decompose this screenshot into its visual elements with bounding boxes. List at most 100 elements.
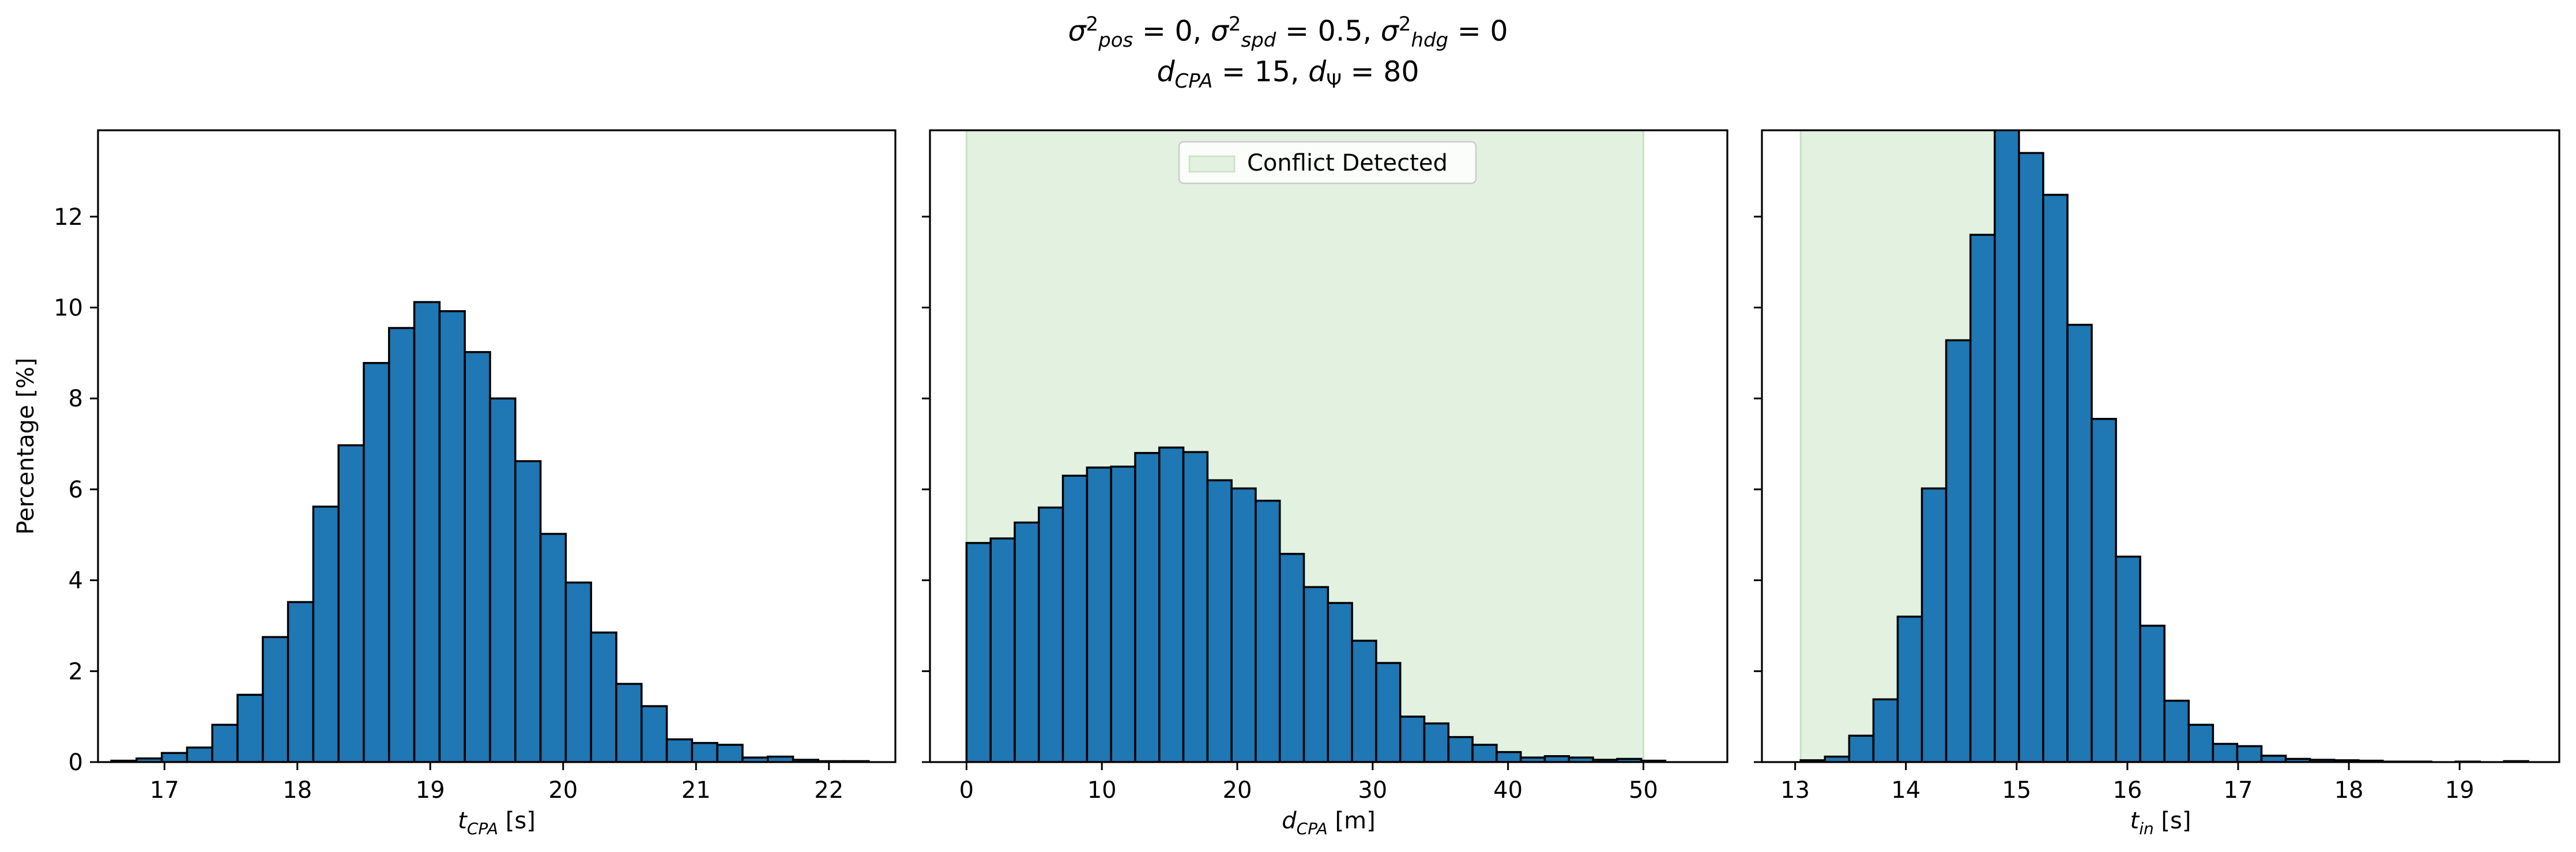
histogram-bar (262, 636, 289, 762)
histogram-bar (388, 327, 416, 762)
histogram-bar (2212, 742, 2239, 762)
histogram-bar (539, 533, 567, 762)
histogram-bar (1399, 715, 1426, 762)
histogram-bar (1848, 734, 1875, 762)
histogram-bar (691, 742, 718, 762)
x-tick-label: 20 (548, 777, 578, 804)
histogram-bar (1086, 466, 1112, 762)
sigma-hdg-value: 0 (1490, 14, 1508, 48)
histogram-bar (1014, 521, 1040, 762)
x-tick-label: 30 (1358, 777, 1387, 804)
y-axis-label: Percentage [%] (13, 358, 39, 535)
axes-frame (929, 129, 1728, 763)
histogram-bar (1327, 602, 1353, 762)
histogram-bar (1110, 465, 1136, 762)
histogram-bar (2139, 624, 2166, 762)
histogram-bar (989, 537, 1016, 762)
histogram-bar (489, 397, 517, 762)
histogram-bar (160, 752, 189, 762)
x-tick-label: 18 (2334, 777, 2364, 804)
histogram-bar (716, 744, 744, 762)
histogram-bar (186, 747, 213, 762)
histogram-bar (965, 542, 992, 762)
histogram-bar (2042, 194, 2069, 762)
histogram-bar (2018, 152, 2044, 762)
legend-label: Conflict Detected (1247, 150, 1448, 176)
y-tick-label: 12 (54, 204, 83, 231)
d-psi-value: 80 (1383, 55, 1419, 88)
y-tick-label: 6 (69, 477, 83, 503)
figure-suptitle-line-2: dCPA = 15, dΨ = 80 (1157, 55, 1419, 93)
x-tick-label: 15 (2002, 777, 2031, 804)
x-tick-label: 40 (1493, 777, 1523, 804)
chart-panel-2: 0 10 20 30 40 50 dCPA [m] Conflict Detected (922, 129, 1728, 838)
sigma-pos-value: 0 (1174, 14, 1193, 48)
histogram-bars (1799, 130, 2529, 762)
histogram-bar (2187, 723, 2215, 762)
histogram-bar (1471, 744, 1498, 762)
histogram-bar (312, 506, 340, 762)
x-tick-label: 10 (1087, 777, 1117, 804)
histogram-bar (1278, 553, 1305, 762)
histogram-bar (1994, 130, 2020, 762)
histogram-bar (514, 460, 542, 762)
sigma-spd-value: 0.5 (1317, 14, 1363, 48)
histogram-bar (1920, 487, 1948, 762)
histogram-bar (438, 310, 466, 762)
x-tick-label: 0 (959, 777, 974, 804)
legend-swatch (1188, 155, 1236, 173)
x-tick-label: 50 (1629, 777, 1658, 804)
histogram-bars (110, 301, 870, 762)
chart-panel-3: 13 14 15 16 17 18 19 tin [s] (1754, 129, 2560, 838)
x-tick-label: 22 (814, 777, 843, 804)
histogram-bar (1302, 586, 1330, 762)
d-cpa-value: 15 (1254, 55, 1290, 88)
histogram-bar (1230, 487, 1257, 762)
histogram-bar (1206, 479, 1233, 762)
histogram-bar (2091, 417, 2117, 762)
x-tick-label: 14 (1891, 777, 1920, 804)
x-tick-label: 19 (2445, 777, 2475, 804)
histogram-bar (1375, 662, 1402, 762)
histogram-bar (211, 723, 239, 762)
y-tick-label: 2 (69, 658, 83, 685)
histogram-bar (413, 301, 441, 762)
y-tick-label: 4 (69, 568, 83, 594)
histogram-bar (640, 705, 668, 762)
histogram-bar (2115, 555, 2141, 762)
histogram-bar (1423, 722, 1450, 762)
x-tick-label: 17 (150, 777, 179, 804)
x-tick-label: 17 (2224, 777, 2253, 804)
x-axis-label: tCPA [s] (458, 808, 536, 838)
histogram-bar (2260, 755, 2287, 762)
histogram-bar (1255, 499, 1281, 762)
x-tick-label: 20 (1223, 777, 1252, 804)
legend-box (1178, 141, 1477, 184)
histogram-bar (363, 361, 390, 762)
histogram-bar (337, 444, 365, 762)
histogram-bar (1038, 506, 1064, 762)
x-tick-label: 19 (416, 777, 445, 804)
histogram-bar (287, 601, 315, 762)
histogram-bar (236, 693, 264, 762)
histogram-bar (1496, 751, 1522, 762)
y-tick-label: 10 (54, 295, 83, 322)
x-tick-label: 18 (283, 777, 312, 804)
y-tick-label: 0 (69, 749, 83, 776)
axes-frame (1761, 129, 2560, 763)
histogram-bar (2236, 745, 2263, 762)
y-tick-label: 8 (69, 386, 83, 412)
histogram-bar (1872, 698, 1899, 762)
histogram-bar (1158, 446, 1185, 762)
histogram-bar (1351, 639, 1377, 762)
histogram-bar (1447, 736, 1474, 762)
histogram-bar (590, 631, 617, 762)
legend: Conflict Detected (1178, 141, 1477, 184)
axes-frame (97, 129, 897, 763)
histogram-bar (2163, 699, 2190, 762)
figure-suptitle-line-1: σ2pos = 0, σ2spd = 0.5, σ2hdg = 0 (1068, 13, 1508, 52)
histogram-bar (665, 738, 694, 762)
x-axis-label: dCPA [m] (1282, 808, 1375, 838)
x-tick-label: 21 (681, 777, 711, 804)
